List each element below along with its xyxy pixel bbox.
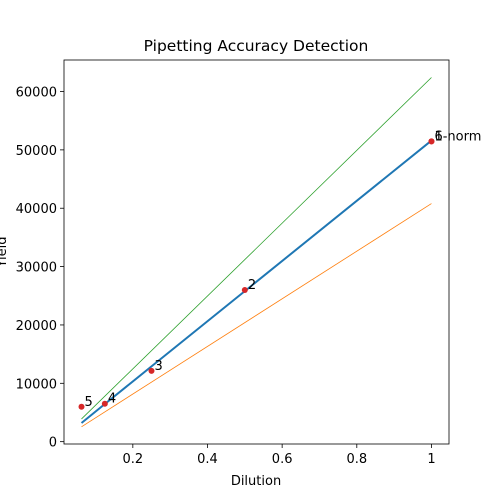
point-label: 3 xyxy=(154,359,162,374)
x-tick-label: 0.6 xyxy=(272,452,293,467)
y-tick-label: 40000 xyxy=(16,202,57,217)
y-axis-label: Yield xyxy=(0,237,10,269)
y-tick-label: 10000 xyxy=(16,377,57,392)
y-tick-label: 0 xyxy=(49,436,57,451)
x-tick-label: 1 xyxy=(427,452,435,467)
point-label: 6 xyxy=(434,129,442,144)
point-label: 2 xyxy=(248,278,256,293)
x-tick-label: 0.8 xyxy=(346,452,367,467)
data-point xyxy=(101,400,108,407)
y-tick-label: 30000 xyxy=(16,261,57,276)
plot-frame xyxy=(63,59,450,445)
y-tick-label: 20000 xyxy=(16,319,57,334)
y-tick-label: 50000 xyxy=(16,144,57,159)
x-tick-label: 0.2 xyxy=(122,452,143,467)
y-tick-label: 60000 xyxy=(16,86,57,101)
x-tick-label: 0.4 xyxy=(197,452,218,467)
data-point xyxy=(428,138,435,145)
data-point xyxy=(241,287,248,294)
data-point xyxy=(78,403,85,410)
x-axis-label: Dilution xyxy=(231,474,281,489)
series-line xyxy=(81,203,432,428)
series-line xyxy=(81,77,432,420)
point-label: 1-norm xyxy=(434,129,481,144)
point-label: 5 xyxy=(85,395,93,410)
series-line xyxy=(80,139,433,424)
chart-title: Pipetting Accuracy Detection xyxy=(144,37,369,55)
point-label: 4 xyxy=(108,392,116,407)
data-point xyxy=(148,367,155,374)
